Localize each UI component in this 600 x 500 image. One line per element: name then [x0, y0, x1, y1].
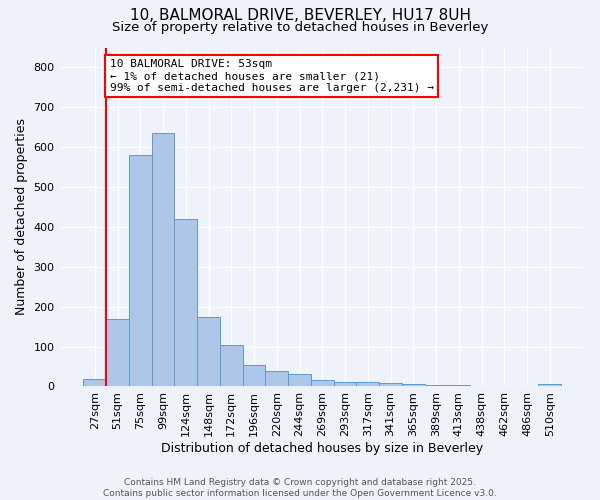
- Bar: [175, 219, 197, 386]
- Bar: [425, 385, 448, 386]
- Bar: [152, 133, 175, 386]
- Bar: [220, 344, 242, 387]
- Text: 10, BALMORAL DRIVE, BEVERLEY, HU17 8UH: 10, BALMORAL DRIVE, BEVERLEY, HU17 8UH: [130, 8, 470, 22]
- Bar: [129, 155, 152, 386]
- Bar: [379, 384, 402, 386]
- Bar: [106, 318, 129, 386]
- Bar: [538, 384, 561, 386]
- Bar: [334, 382, 356, 386]
- Bar: [402, 384, 425, 386]
- X-axis label: Distribution of detached houses by size in Beverley: Distribution of detached houses by size …: [161, 442, 484, 455]
- Bar: [311, 380, 334, 386]
- Text: 10 BALMORAL DRIVE: 53sqm
← 1% of detached houses are smaller (21)
99% of semi-de: 10 BALMORAL DRIVE: 53sqm ← 1% of detache…: [110, 60, 434, 92]
- Bar: [288, 374, 311, 386]
- Text: Contains HM Land Registry data © Crown copyright and database right 2025.
Contai: Contains HM Land Registry data © Crown c…: [103, 478, 497, 498]
- Bar: [83, 380, 106, 386]
- Text: Size of property relative to detached houses in Beverley: Size of property relative to detached ho…: [112, 21, 488, 34]
- Bar: [242, 364, 265, 386]
- Bar: [265, 370, 288, 386]
- Bar: [197, 316, 220, 386]
- Bar: [356, 382, 379, 386]
- Y-axis label: Number of detached properties: Number of detached properties: [15, 118, 28, 316]
